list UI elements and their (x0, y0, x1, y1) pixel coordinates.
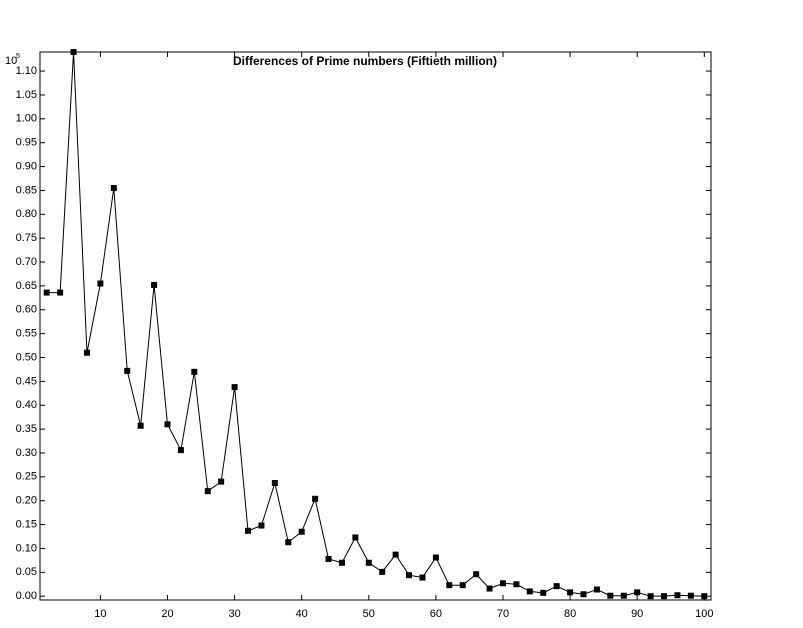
y-tick-label: 0.00 (16, 590, 37, 602)
marker (137, 422, 144, 429)
data-line (46, 51, 705, 597)
x-tick-label: 40 (296, 608, 308, 620)
y-tick-label: 1.05 (16, 89, 37, 101)
marker (392, 551, 399, 558)
y-multiplier-exponent: 5 (16, 53, 20, 60)
marker (325, 555, 332, 562)
marker (553, 583, 560, 590)
y-tick-label: 0.30 (16, 447, 37, 459)
marker (540, 589, 547, 596)
x-tick-label: 60 (430, 608, 442, 620)
marker (271, 480, 278, 487)
marker (459, 582, 466, 589)
x-tick-label: 20 (161, 608, 173, 620)
marker (258, 522, 265, 529)
marker (177, 447, 184, 454)
marker (486, 585, 493, 592)
marker (231, 384, 238, 391)
marker (432, 554, 439, 561)
marker (110, 185, 117, 192)
marker (245, 527, 252, 534)
y-tick-label: 0.75 (16, 232, 37, 244)
marker (285, 539, 292, 546)
marker (446, 582, 453, 589)
marker (580, 591, 587, 598)
x-tick-label: 100 (695, 608, 713, 620)
marker (406, 572, 413, 579)
marker (124, 367, 131, 374)
y-tick-label: 1.00 (16, 113, 37, 125)
y-tick-label: 0.60 (16, 304, 37, 316)
x-tick-label: 10 (94, 608, 106, 620)
marker (57, 289, 64, 296)
marker (419, 574, 426, 581)
y-tick-label: 0.55 (16, 328, 37, 340)
x-tick-label: 50 (363, 608, 375, 620)
y-tick-label: 0.40 (16, 399, 37, 411)
y-tick-label: 1.10 (16, 65, 37, 77)
marker (365, 559, 372, 566)
marker (43, 289, 50, 296)
y-tick-label: 0.35 (16, 423, 37, 435)
plot-frame (39, 51, 712, 601)
marker (379, 568, 386, 575)
marker (473, 571, 480, 578)
marker (607, 592, 614, 599)
marker (701, 593, 708, 600)
marker (526, 588, 533, 595)
marker (151, 281, 158, 288)
marker (338, 559, 345, 566)
y-tick-label: 0.90 (16, 160, 37, 172)
chart-title: Differences of Prime numbers (Fiftieth m… (233, 54, 497, 68)
marker (513, 581, 520, 588)
y-multiplier-base: 10 (5, 55, 17, 67)
marker (164, 421, 171, 428)
y-tick-label: 0.10 (16, 542, 37, 554)
y-tick-label: 0.95 (16, 137, 37, 149)
marker (83, 349, 90, 356)
marker (218, 478, 225, 485)
marker (647, 593, 654, 600)
y-tick-label: 0.20 (16, 495, 37, 507)
marker (312, 495, 319, 502)
y-tick-label: 0.05 (16, 566, 37, 578)
y-tick-label: 0.80 (16, 208, 37, 220)
y-tick-label: 0.65 (16, 280, 37, 292)
y-tick-label: 0.70 (16, 256, 37, 268)
marker (634, 589, 641, 596)
x-tick-label: 70 (497, 608, 509, 620)
marker (97, 280, 104, 287)
marker (593, 586, 600, 593)
marker (70, 49, 77, 55)
marker (204, 488, 211, 495)
y-tick-label: 0.50 (16, 351, 37, 363)
x-tick-label: 30 (228, 608, 240, 620)
y-tick-label: 0.85 (16, 184, 37, 196)
marker (661, 593, 668, 600)
marker (674, 592, 681, 599)
y-tick-label: 0.25 (16, 471, 37, 483)
marker (620, 592, 627, 599)
marker (567, 589, 574, 596)
x-tick-label: 90 (631, 608, 643, 620)
marker (687, 592, 694, 599)
marker (352, 534, 359, 541)
marker (499, 580, 506, 587)
marker (298, 528, 305, 535)
y-tick-label: 0.15 (16, 518, 37, 530)
y-tick-label: 0.45 (16, 375, 37, 387)
x-tick-label: 80 (564, 608, 576, 620)
marker (191, 368, 198, 375)
